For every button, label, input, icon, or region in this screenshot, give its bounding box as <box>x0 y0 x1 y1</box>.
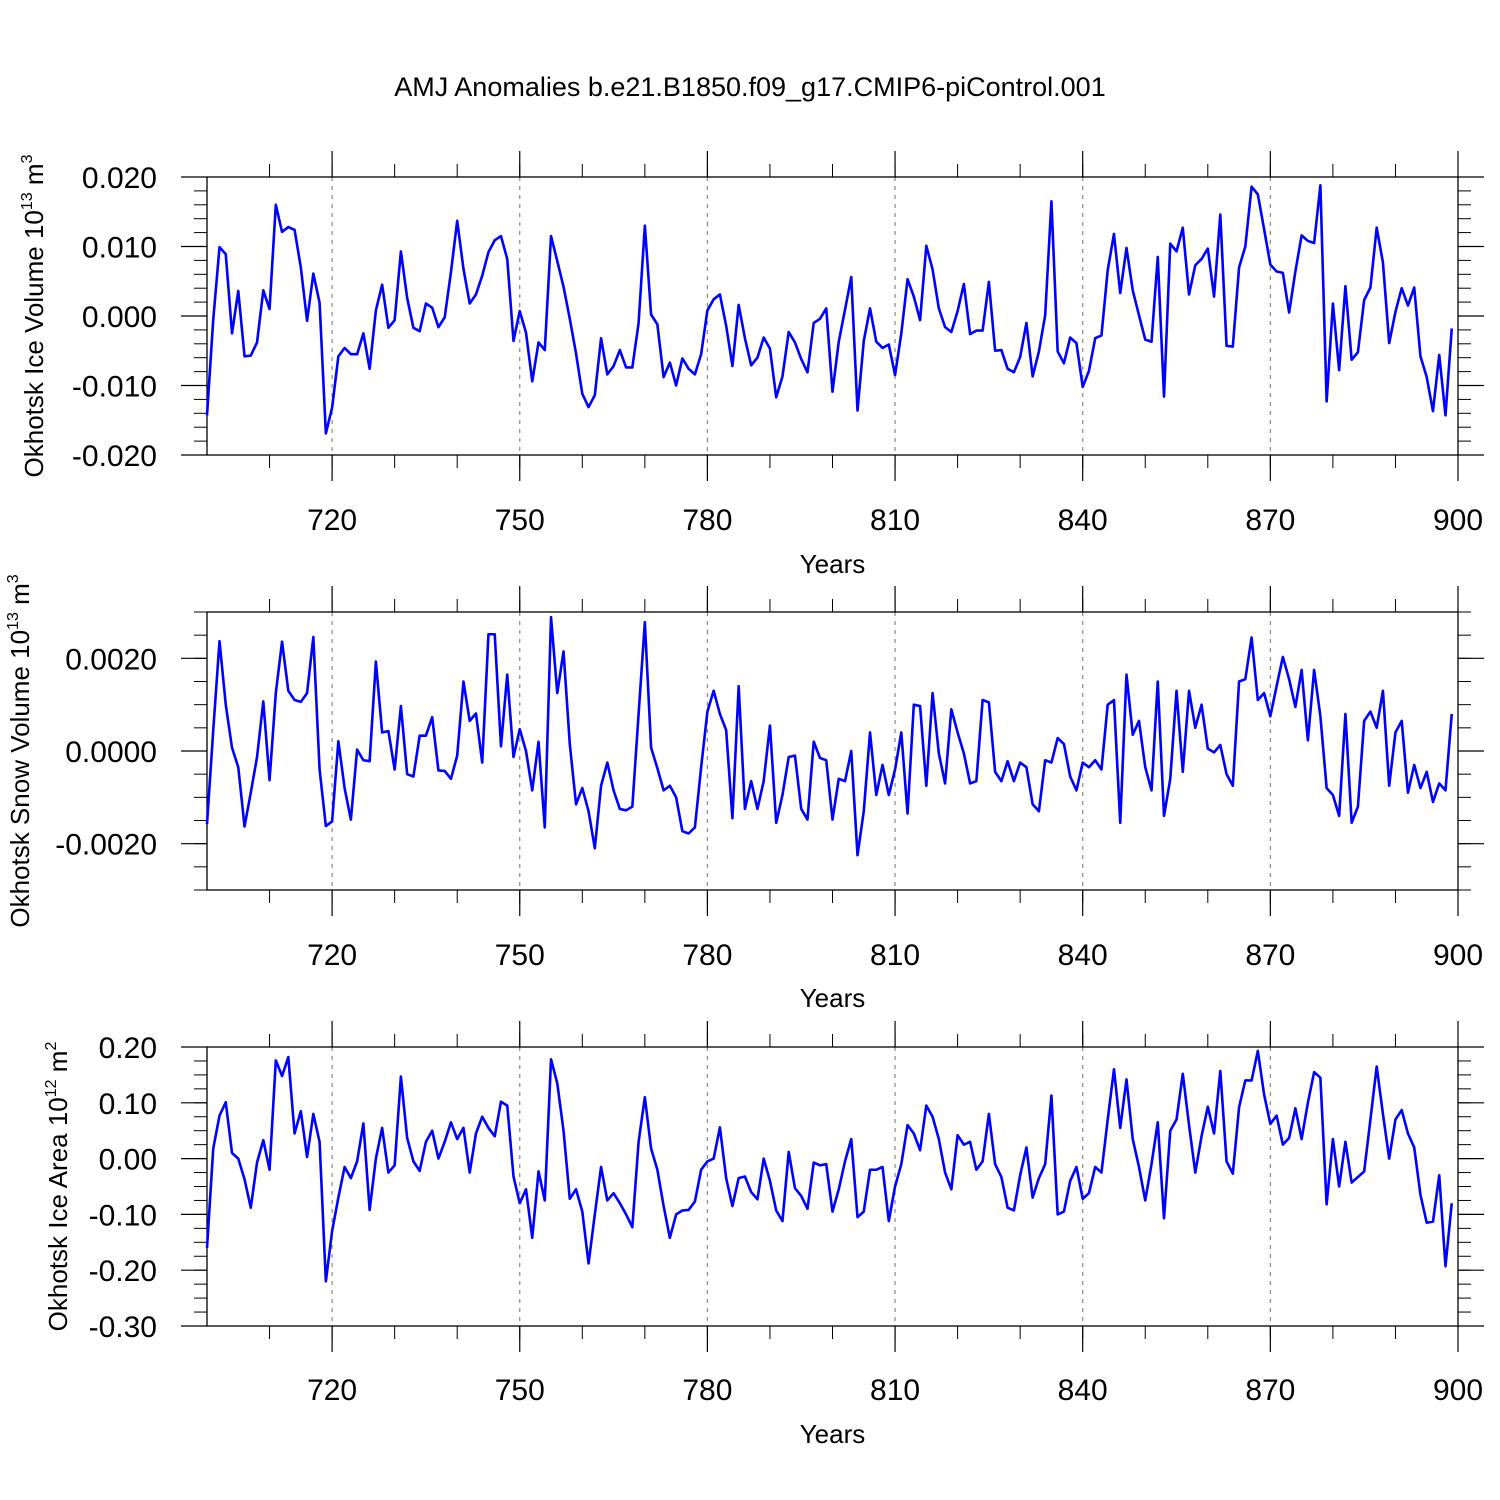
x-tick-label: 750 <box>495 939 545 972</box>
y-tick-label: -0.20 <box>89 1255 157 1288</box>
y-tick-label: -0.010 <box>72 371 157 404</box>
y-tick-label: -0.10 <box>89 1199 157 1232</box>
x-tick-label: 840 <box>1058 1374 1108 1407</box>
panel-ice-area: 0.20 0.10 0.00 -0.10 -0.20 -0.30 720 750 780 810 8… <box>43 1021 1484 1449</box>
x-tick-label: 780 <box>682 939 732 972</box>
y-tick-label: 0.00 <box>99 1144 157 1177</box>
x-tick-label: 900 <box>1433 504 1483 537</box>
x-tick-label: 720 <box>307 939 357 972</box>
x-tick-label: 900 <box>1433 1374 1483 1407</box>
y-tick-label: 0.000 <box>82 301 157 334</box>
x-tick-label: 780 <box>682 504 732 537</box>
y-tick-label: -0.30 <box>89 1311 157 1344</box>
x-tick-label: 870 <box>1245 939 1295 972</box>
x-tick-label: 810 <box>870 1374 920 1407</box>
x-tick-label: 840 <box>1058 504 1108 537</box>
y-tick-label: 0.0020 <box>65 643 157 676</box>
panel-snow-volume: 0.0020 0.0000 -0.0020 720 750 780 810 840 870 900… <box>5 574 1484 1013</box>
x-tick-label: 840 <box>1058 939 1108 972</box>
x-tick-label: 720 <box>307 1374 357 1407</box>
x-tick-label: 810 <box>870 504 920 537</box>
y-tick-label: 0.20 <box>99 1032 157 1065</box>
x-tick-label: 720 <box>307 504 357 537</box>
x-axis-title: Years <box>800 1419 866 1449</box>
y-tick-label: 0.0000 <box>65 736 157 769</box>
chart-title: AMJ Anomalies b.e21.B1850.f09_g17.CMIP6-… <box>394 72 1106 102</box>
x-tick-label: 900 <box>1433 939 1483 972</box>
x-tick-label: 870 <box>1245 1374 1295 1407</box>
x-tick-label: 750 <box>495 1374 545 1407</box>
y-tick-label: 0.10 <box>99 1088 157 1121</box>
data-series-line <box>205 615 1454 857</box>
x-axis-title: Years <box>800 983 866 1013</box>
y-tick-label: 0.020 <box>82 162 157 195</box>
x-axis-title: Years <box>800 549 866 579</box>
x-tick-label: 810 <box>870 939 920 972</box>
y-axis-title: Okhotsk Ice Volume 1013 m3 <box>19 154 49 477</box>
panel-ice-volume: 0.020 0.010 0.000 -0.010 -0.020 720 750 780 810 8… <box>19 151 1484 579</box>
y-tick-label: -0.0020 <box>55 829 157 862</box>
data-series-line <box>205 1049 1454 1283</box>
x-tick-label: 750 <box>495 504 545 537</box>
y-tick-label: 0.010 <box>82 232 157 265</box>
x-tick-label: 780 <box>682 1374 732 1407</box>
y-axis-title: Okhotsk Snow Volume 1013 m3 <box>5 574 35 927</box>
y-tick-label: -0.020 <box>72 440 157 473</box>
data-series-line <box>205 184 1454 435</box>
y-axis-title: Okhotsk Ice Area 1012 m2 <box>43 1042 73 1332</box>
x-tick-label: 870 <box>1245 504 1295 537</box>
